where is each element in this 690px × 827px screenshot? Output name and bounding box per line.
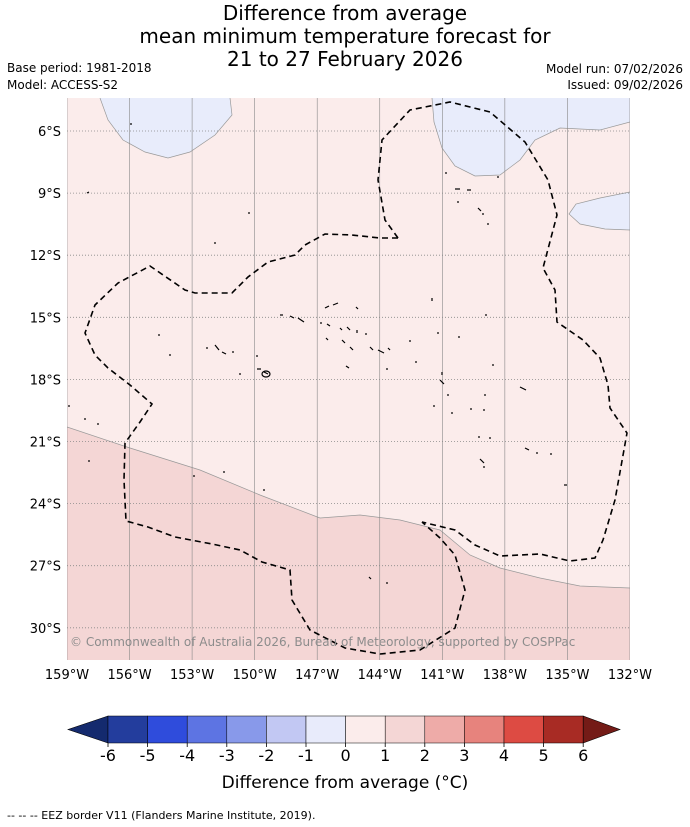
- colorbar-swatch: [226, 715, 267, 744]
- colorbar-swatch: [424, 715, 465, 744]
- latitude-tick-label: 30°S: [30, 622, 61, 637]
- colorbar-tick-label: 6: [578, 746, 588, 765]
- longitude-tick-label: 147°W: [295, 668, 339, 683]
- colorbar-swatch: [503, 715, 544, 744]
- map-title-line1: Difference from average: [222, 1, 468, 25]
- eez-footnote: -- -- -- EEZ border V11 (Flanders Marine…: [7, 809, 316, 822]
- longitude-tick-label: 156°W: [107, 668, 151, 683]
- colorbar-swatch: [186, 715, 228, 744]
- longitude-tick-label: 141°W: [420, 668, 464, 683]
- colorbar-swatch: [464, 715, 505, 744]
- longitude-tick-label: 153°W: [170, 668, 214, 683]
- colorbar-extend-low: [67, 715, 109, 744]
- longitude-tick-label: 159°W: [45, 668, 89, 683]
- latitude-tick-label: 9°S: [38, 187, 61, 202]
- longitude-tick-label: 138°W: [483, 668, 527, 683]
- colorbar-tick-label: -1: [298, 746, 314, 765]
- latitude-tick-label: 21°S: [30, 436, 61, 451]
- latitude-labels: 6°S 9°S 12°S 15°S 18°S 21°S 24°S 27°S 30°S: [30, 125, 61, 637]
- colorbar-extend-high: [582, 715, 621, 744]
- colorbar-tick-labels: -6 -5 -4 -3 -2 -1 0 1 2 3 4 5 6: [100, 743, 588, 765]
- longitude-labels: 159°W 156°W 153°W 150°W 147°W 144°W 141°W 138°W…: [45, 668, 652, 683]
- anomaly-minus1-0-region: [432, 98, 630, 176]
- longitude-tick-label: 144°W: [358, 668, 402, 683]
- colorbar-tick-label: 5: [539, 746, 549, 765]
- colorbar-tick-label: 2: [420, 746, 430, 765]
- island-markers: [68, 123, 567, 584]
- colorbar: [67, 715, 621, 744]
- issued-text: Issued: 09/02/2026: [567, 78, 683, 92]
- colorbar-swatch: [147, 715, 188, 744]
- colorbar-swatch: [543, 715, 584, 744]
- latitude-tick-label: 6°S: [38, 125, 61, 140]
- colorbar-swatch: [384, 715, 426, 744]
- map-title-line3: 21 to 27 February 2026: [227, 47, 463, 71]
- colorbar-tick-label: -2: [258, 746, 274, 765]
- colorbar-tick-label: 0: [341, 746, 351, 765]
- colorbar-swatch: [107, 715, 148, 744]
- longitude-tick-label: 132°W: [608, 668, 652, 683]
- latitude-tick-label: 15°S: [30, 311, 61, 326]
- latitude-tick-label: 18°S: [30, 373, 61, 388]
- model-run-text: Model run: 07/02/2026: [545, 62, 683, 76]
- map-title-line2: mean minimum temperature forecast for: [139, 24, 551, 48]
- colorbar-swatch: [266, 715, 307, 744]
- colorbar-tick-label: -5: [140, 746, 156, 765]
- colorbar-tick-label: 3: [459, 746, 469, 765]
- anomaly-minus1-0-region: [569, 192, 630, 230]
- latitude-tick-label: 24°S: [30, 498, 61, 513]
- colorbar-swatch: [305, 715, 346, 744]
- latitude-tick-label: 27°S: [30, 560, 61, 575]
- colorbar-tick-label: -4: [179, 746, 195, 765]
- colorbar-label: Difference from average (°C): [221, 773, 469, 793]
- colorbar-tick-label: 4: [499, 746, 509, 765]
- model-text: Model: ACCESS-S2: [7, 78, 119, 92]
- longitude-tick-label: 135°W: [545, 668, 589, 683]
- latitude-tick-label: 12°S: [30, 249, 61, 264]
- colorbar-tick-label: -3: [219, 746, 235, 765]
- anomaly-1-2-region: [67, 427, 630, 660]
- anomaly-minus1-0-region: [100, 98, 232, 158]
- colorbar-tick-label: 1: [380, 746, 390, 765]
- colorbar-tick-label: -6: [100, 746, 116, 765]
- colorbar-swatch: [345, 715, 386, 744]
- longitude-tick-label: 150°W: [233, 668, 277, 683]
- base-period-text: Base period: 1981-2018: [7, 61, 152, 75]
- copyright-text: © Commonwealth of Australia 2026, Bureau…: [70, 635, 575, 649]
- eez-border-line: [84, 233, 466, 655]
